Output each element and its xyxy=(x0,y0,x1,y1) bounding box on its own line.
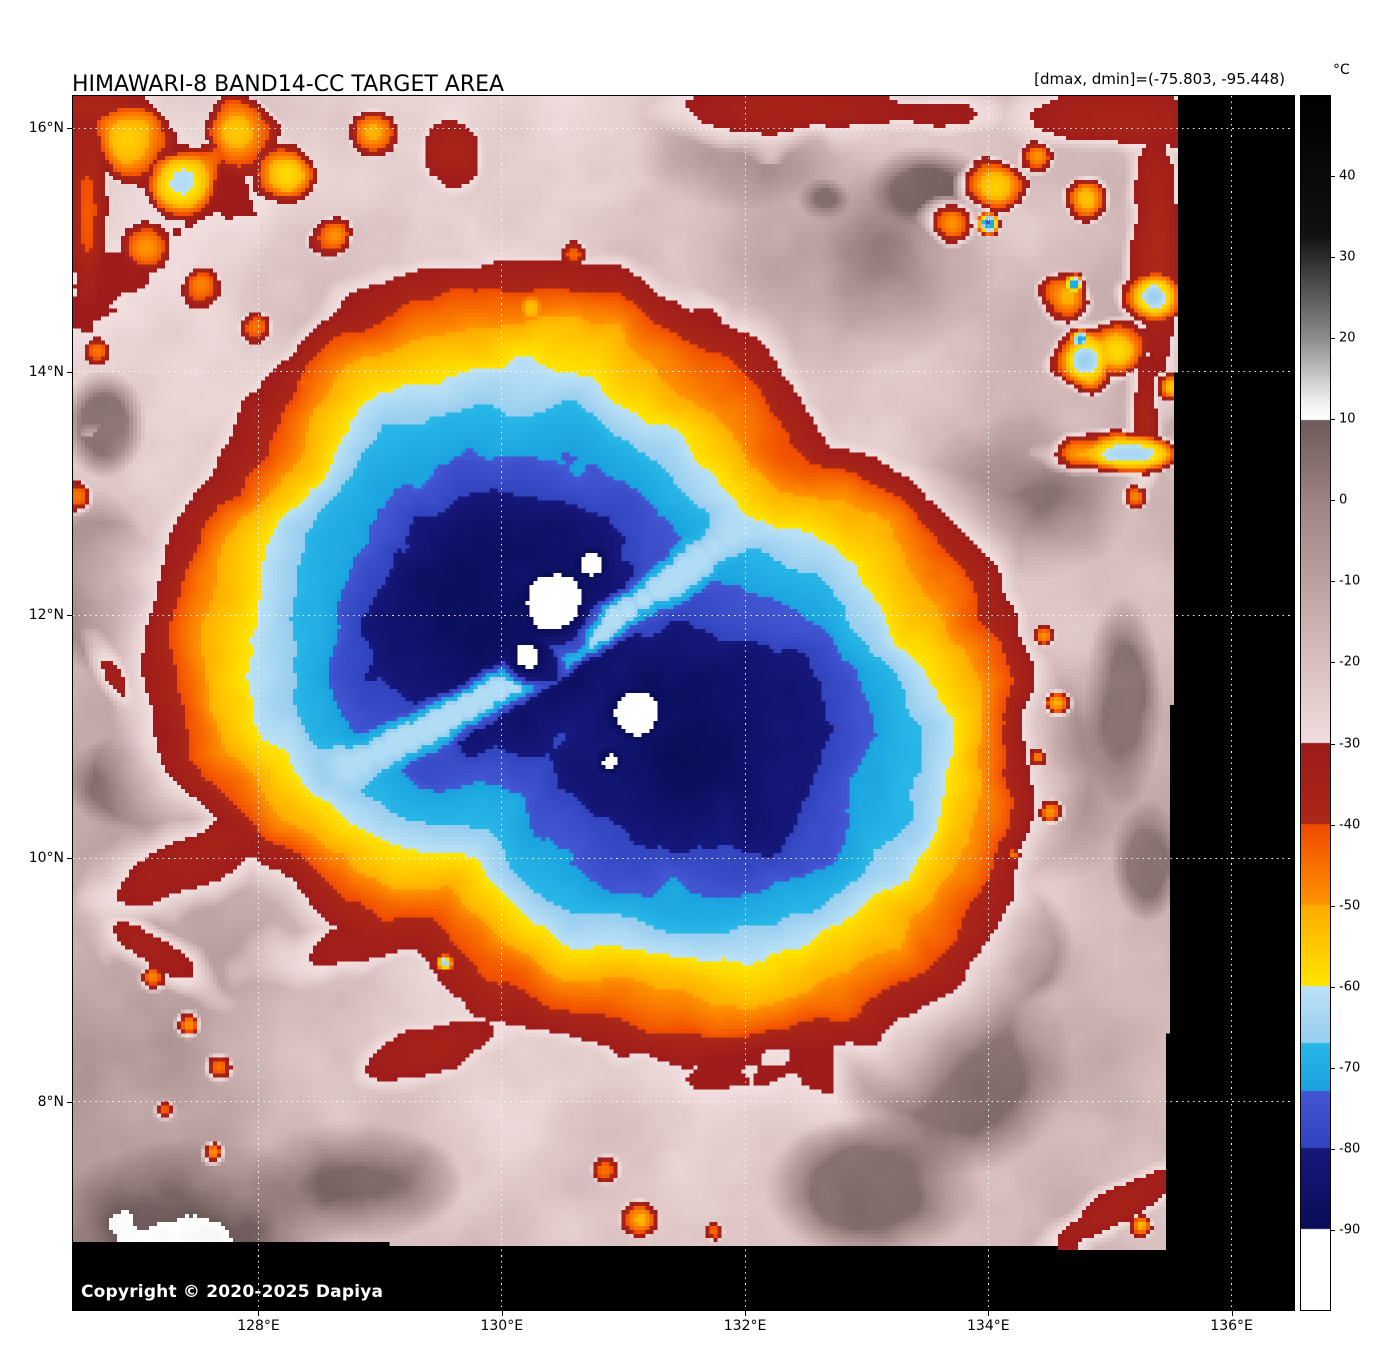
colorbar-label--60: -60 xyxy=(1339,979,1361,995)
colorbar-label--20: -20 xyxy=(1339,654,1361,670)
lon-label-132: 132°E xyxy=(723,1318,767,1334)
colorbar-tick--90 xyxy=(1331,1229,1335,1231)
colorbar-tick-10 xyxy=(1331,419,1335,421)
page-title: HIMAWARI-8 BAND14-CC TARGET AREA xyxy=(72,72,505,97)
ytick-12 xyxy=(67,615,72,617)
satellite-image xyxy=(73,96,1294,1310)
colorbar-label--10: -10 xyxy=(1339,573,1361,589)
colorbar-label--70: -70 xyxy=(1339,1060,1361,1076)
colorbar-gradient xyxy=(1301,96,1330,1310)
colorbar-tick-0 xyxy=(1331,500,1335,502)
colorbar-tick--80 xyxy=(1331,1148,1335,1150)
ytick-8 xyxy=(67,1101,72,1103)
lon-label-134: 134°E xyxy=(967,1318,1010,1334)
colorbar-label--90: -90 xyxy=(1339,1222,1361,1238)
ytick-10 xyxy=(67,858,72,860)
lon-label-130: 130°E xyxy=(480,1318,524,1334)
colorbar-tick--30 xyxy=(1331,743,1335,745)
xtick-132 xyxy=(745,1311,747,1316)
colorbar xyxy=(1300,95,1331,1311)
xtick-128 xyxy=(258,1311,260,1316)
colorbar-label--30: -30 xyxy=(1339,736,1361,752)
colorbar-tick--50 xyxy=(1331,905,1335,907)
colorbar-tick-30 xyxy=(1331,257,1335,259)
lon-label-128: 128°E xyxy=(237,1318,280,1334)
colorbar-label-10: 10 xyxy=(1339,411,1356,427)
colorbar-label-20: 20 xyxy=(1339,330,1356,346)
lat-label-10: 10°N xyxy=(28,850,64,867)
ytick-16 xyxy=(67,128,72,130)
colorbar-tick--10 xyxy=(1331,581,1335,583)
colorbar-label--80: -80 xyxy=(1339,1141,1361,1157)
colorbar-label-40: 40 xyxy=(1339,168,1356,184)
colorbar-tick--20 xyxy=(1331,662,1335,664)
copyright-notice: Copyright © 2020-2025 Dapiya xyxy=(81,1282,384,1302)
map-plot: Copyright © 2020-2025 Dapiya xyxy=(72,95,1295,1311)
colorbar-tick-40 xyxy=(1331,176,1335,178)
ytick-14 xyxy=(67,371,72,373)
colorbar-label--40: -40 xyxy=(1339,817,1361,833)
colorbar-tick--70 xyxy=(1331,1067,1335,1069)
colorbar-tick-20 xyxy=(1331,338,1335,340)
colorbar-label--50: -50 xyxy=(1339,898,1361,914)
colorbar-tick--40 xyxy=(1331,824,1335,826)
lon-label-136: 136°E xyxy=(1210,1318,1253,1334)
lat-label-14: 14°N xyxy=(28,363,64,380)
xtick-134 xyxy=(988,1311,990,1316)
colorbar-tick--60 xyxy=(1331,986,1335,988)
colorbar-label-0: 0 xyxy=(1339,492,1348,508)
dmax-dmin-readout: [dmax, dmin]=(-75.803, -95.448) xyxy=(1034,70,1285,88)
lat-label-16: 16°N xyxy=(28,120,64,137)
xtick-136 xyxy=(1231,1311,1233,1316)
lat-label-8: 8°N xyxy=(37,1093,64,1110)
colorbar-label-30: 30 xyxy=(1339,249,1356,265)
lat-label-12: 12°N xyxy=(28,607,64,624)
colorbar-unit-label: °C xyxy=(1333,62,1350,78)
xtick-130 xyxy=(501,1311,503,1316)
